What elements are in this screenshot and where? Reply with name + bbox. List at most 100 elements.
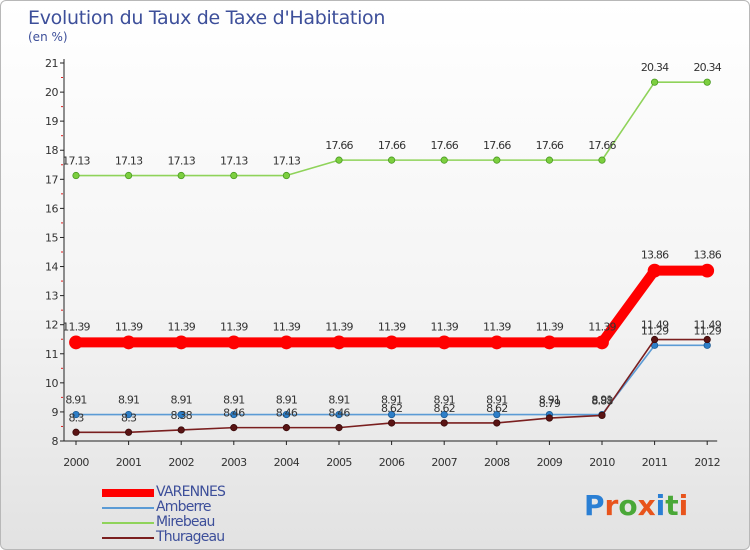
data-point-mirebeau	[440, 156, 448, 164]
data-point-thurageau	[703, 335, 711, 344]
legend-swatch	[102, 488, 154, 497]
data-point-thurageau	[598, 411, 606, 420]
legend-item-mirebeau: Mirebeau	[102, 515, 225, 530]
data-label-mirebeau: 17.66	[430, 139, 458, 152]
x-tick-label: 2010	[589, 456, 615, 469]
chart-series	[69, 78, 715, 436]
data-label-amberre: 8.91	[223, 394, 244, 407]
x-tick-label: 2003	[221, 456, 247, 469]
x-tick-label: 2002	[168, 456, 194, 469]
chart-data-labels: 17.13 17.13 17.13 17.13 17.13 17.66 17.66 17.66…	[62, 61, 722, 424]
data-label-amberre: 8.91	[486, 394, 507, 407]
data-point-varennes	[279, 335, 294, 350]
data-point-varennes	[69, 335, 83, 350]
data-label-thurageau: 8.3	[121, 411, 137, 424]
x-tick-label: 2001	[116, 456, 142, 469]
data-point-varennes	[489, 335, 504, 350]
data-label-varennes: 11.39	[588, 320, 616, 333]
x-tick-label: 2006	[379, 456, 405, 469]
data-label-varennes: 11.39	[167, 320, 195, 333]
data-label-varennes: 13.86	[641, 249, 669, 262]
data-point-mirebeau	[230, 171, 238, 180]
data-point-thurageau	[230, 424, 238, 432]
data-point-amberre	[387, 410, 396, 419]
data-label-amberre: 11.29	[693, 324, 721, 337]
y-tick-label: 14	[45, 261, 58, 274]
data-point-mirebeau	[598, 156, 606, 164]
data-label-thurageau: 8.88	[591, 394, 613, 407]
data-point-thurageau	[335, 424, 343, 432]
data-label-mirebeau: 20.34	[641, 61, 669, 74]
data-point-thurageau	[125, 428, 133, 436]
x-tick-label: 2004	[274, 456, 300, 469]
y-tick-label: 13	[45, 290, 58, 303]
data-label-mirebeau: 17.13	[220, 155, 248, 168]
data-label-mirebeau: 17.13	[62, 155, 90, 168]
data-label-amberre: 8.91	[171, 394, 192, 407]
data-label-thurageau: 8.46	[223, 407, 245, 420]
data-point-thurageau	[72, 428, 80, 436]
data-point-mirebeau	[125, 171, 133, 180]
data-point-amberre	[230, 410, 238, 419]
data-label-amberre: 8.91	[328, 394, 349, 407]
legend-label: Thurageau	[156, 529, 225, 545]
data-label-mirebeau: 17.66	[325, 139, 353, 152]
logo-letter: t	[665, 489, 679, 522]
legend-swatch	[102, 521, 154, 524]
x-tick-label: 2012	[694, 456, 720, 469]
chart-legend: VARENNES Amberre Mirebeau Thurageau	[102, 484, 226, 545]
legend-label: Mirebeau	[156, 514, 215, 530]
data-label-amberre: 8.91	[381, 394, 402, 407]
data-label-thurageau: 8.46	[328, 407, 350, 420]
data-point-mirebeau	[650, 78, 659, 86]
legend-item-thurageau: Thurageau	[102, 530, 225, 545]
data-point-thurageau	[440, 419, 448, 427]
y-tick-label: 21	[45, 57, 58, 70]
y-tick-label: 20	[45, 86, 58, 99]
data-point-varennes	[542, 335, 557, 350]
legend-label: Amberre	[156, 499, 211, 515]
data-point-thurageau	[387, 419, 396, 427]
chart-title: Evolution du Taux de Taxe d'Habitation	[28, 7, 386, 29]
data-point-varennes	[700, 263, 715, 278]
data-label-amberre: 8.91	[539, 394, 560, 407]
legend-swatch	[102, 506, 154, 509]
data-label-mirebeau: 17.13	[273, 155, 301, 168]
data-point-mirebeau	[335, 156, 343, 164]
data-point-mirebeau	[177, 171, 185, 180]
data-point-varennes	[121, 335, 136, 350]
data-point-mirebeau	[703, 78, 711, 86]
legend-label: VARENNES	[156, 484, 226, 500]
data-point-amberre	[125, 410, 133, 419]
chart-axes: 8 9 10 11 12 13 14 15 16 17 18 19 20 21 2000 2001 2002 20…	[45, 57, 721, 469]
data-label-thurageau: 8.3	[68, 411, 84, 424]
y-tick-label: 11	[45, 348, 58, 361]
y-tick-label: 10	[45, 377, 58, 390]
data-label-thurageau: 8.46	[276, 407, 298, 420]
data-label-mirebeau: 17.13	[115, 155, 143, 168]
y-tick-label: 17	[45, 173, 58, 186]
data-point-mirebeau	[72, 171, 80, 180]
logo-letter: o	[618, 489, 638, 522]
data-point-amberre	[335, 410, 343, 419]
data-label-mirebeau: 17.13	[167, 155, 195, 168]
data-point-amberre	[282, 410, 290, 419]
data-point-varennes	[437, 335, 452, 350]
data-label-thurageau: 8.62	[434, 402, 455, 415]
data-label-thurageau: 8.62	[486, 402, 507, 415]
data-point-amberre	[72, 410, 80, 419]
data-label-mirebeau: 20.34	[693, 61, 721, 74]
y-tick-label: 16	[45, 202, 58, 215]
data-point-thurageau	[545, 414, 554, 422]
logo-letter: i	[678, 489, 689, 522]
x-tick-label: 2007	[431, 456, 457, 469]
legend-item-amberre: Amberre	[102, 500, 225, 515]
data-label-thurageau: 11.49	[693, 319, 721, 332]
data-label-varennes: 11.39	[430, 320, 458, 333]
logo-letter: P	[584, 489, 605, 522]
data-point-thurageau	[493, 419, 501, 427]
data-label-varennes: 11.39	[325, 320, 353, 333]
data-label-varennes: 11.39	[483, 320, 511, 333]
